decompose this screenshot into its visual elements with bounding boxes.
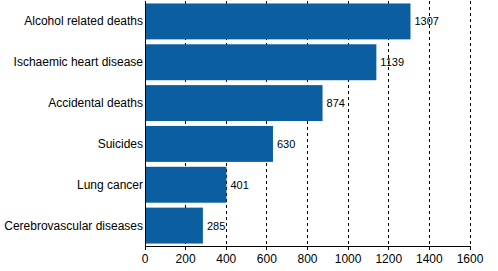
- tick-label: 800: [297, 252, 317, 266]
- category-label: Lung cancer: [77, 178, 143, 192]
- tick-mark: [470, 246, 471, 250]
- bar: [145, 208, 203, 244]
- data-label: 874: [327, 97, 345, 109]
- tick-mark: [388, 246, 389, 250]
- bar: [145, 126, 273, 162]
- tick-label: 600: [257, 252, 277, 266]
- category-label: Cerebrovascular diseases: [4, 219, 143, 233]
- bars: [145, 3, 410, 243]
- bar: [145, 167, 226, 203]
- grid-line: [145, 1, 146, 246]
- bar: [145, 85, 323, 121]
- data-label: 1139: [380, 56, 404, 68]
- category-label: Accidental deaths: [48, 96, 143, 110]
- tick-mark: [145, 246, 146, 250]
- bar: [145, 44, 376, 80]
- category-label: Ischaemic heart disease: [14, 55, 144, 69]
- grid-line: [429, 1, 430, 246]
- y-axis-line: [145, 1, 146, 246]
- tick-label: 1400: [416, 252, 443, 266]
- tick-label: 1200: [375, 252, 402, 266]
- tick-label: 0: [142, 252, 149, 266]
- grid-line: [470, 1, 471, 246]
- category-label: Suicides: [98, 137, 143, 151]
- chart: 0 200 400 600 800 1000 1200 1400 1600 1307 Alcohol…: [0, 0, 498, 271]
- tick-label: 1600: [457, 252, 484, 266]
- data-label: 401: [230, 179, 248, 191]
- tick-mark: [429, 246, 430, 250]
- data-label: 1307: [414, 15, 438, 27]
- category-label: Alcohol related deaths: [24, 14, 143, 28]
- tick-mark: [226, 246, 227, 250]
- tick-mark: [266, 246, 267, 250]
- x-axis-line: [145, 246, 470, 247]
- tick-label: 200: [176, 252, 196, 266]
- tick-label: 400: [216, 252, 236, 266]
- bar: [145, 3, 410, 39]
- tick-mark: [348, 246, 349, 250]
- tick-mark: [307, 246, 308, 250]
- data-label: 285: [207, 220, 225, 232]
- tick-label: 1000: [335, 252, 362, 266]
- labels: 1307 Alcohol related deaths 1139 Ischaemic …: [4, 14, 439, 232]
- data-label: 630: [277, 138, 295, 150]
- tick-mark: [185, 246, 186, 250]
